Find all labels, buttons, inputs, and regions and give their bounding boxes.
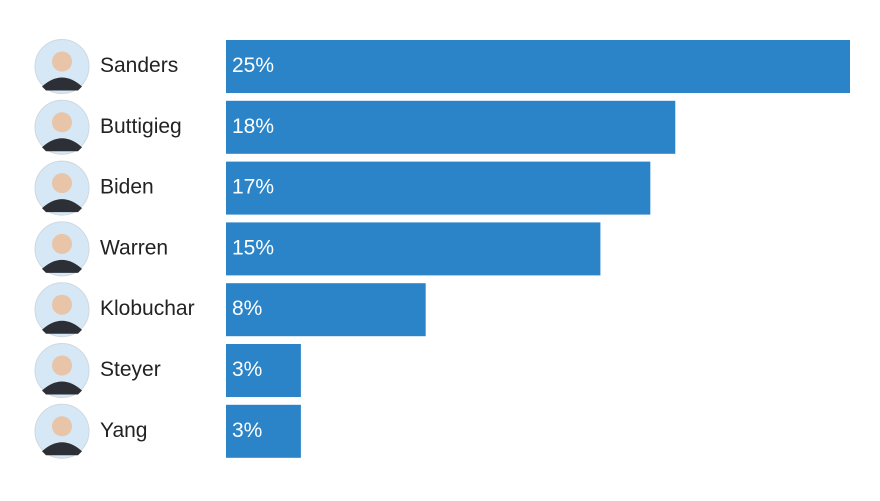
category-label: Warren [100,236,168,259]
bar [226,100,676,154]
avatar-head [52,355,72,376]
avatar-head [52,51,72,72]
bar [226,283,426,337]
bar [226,404,301,458]
bar [226,40,850,93]
value-label: 18% [232,115,274,138]
category-label: Yang [100,419,148,442]
avatar-head [52,173,72,194]
category-label: Klobuchar [100,297,195,320]
category-label: Sanders [100,54,178,77]
avatar-head [52,233,72,254]
avatar [34,343,90,398]
value-label: 8% [232,297,262,320]
avatar [34,99,90,155]
bar [226,344,301,397]
avatar [34,39,90,94]
avatar-body [42,77,82,91]
value-label: 15% [232,236,274,259]
category-label: Steyer [100,358,161,381]
avatar [34,282,90,338]
value-label: 3% [232,419,262,442]
bar [226,161,651,215]
avatar-body [42,381,82,395]
value-label: 25% [232,54,274,77]
avatar [34,221,90,277]
category-label: Buttigieg [100,115,182,138]
avatar-body [42,320,82,334]
avatar-head [52,294,72,315]
avatar-body [42,442,82,456]
value-label: 17% [232,176,274,199]
avatar [34,403,90,459]
bar [226,222,601,276]
avatar-head [52,112,72,133]
avatar-head [52,416,72,437]
avatar-body [42,138,82,152]
avatar-body [42,259,82,273]
avatar-body [42,199,82,213]
avatar [34,160,90,216]
value-label: 3% [232,358,262,381]
category-label: Biden [100,176,154,199]
